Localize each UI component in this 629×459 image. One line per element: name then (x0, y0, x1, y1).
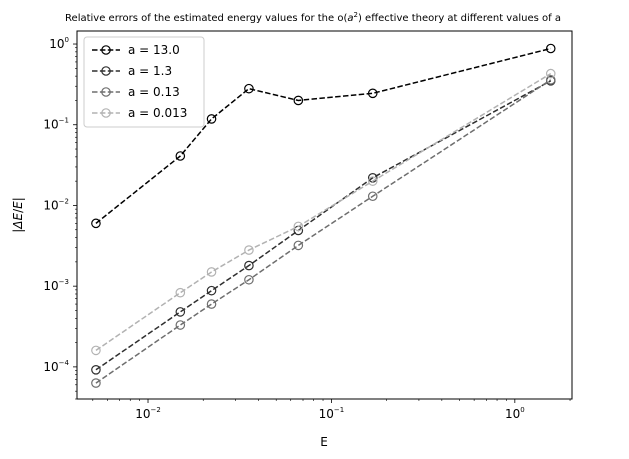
y-tick-label: 10−2 (43, 197, 69, 212)
y-axis-label: |ΔE/E| (11, 197, 25, 233)
series-4 (91, 68, 556, 356)
y-tick-label: 10−1 (43, 117, 69, 132)
x-tick-label-base: 10 (505, 407, 520, 421)
y-tick-label-base: 10 (43, 279, 58, 293)
data-point (293, 95, 304, 106)
y-tick-label-base: 10 (43, 360, 58, 374)
data-point (91, 218, 101, 229)
series-3 (91, 75, 556, 388)
data-point (206, 267, 217, 277)
x-tick-label-exp: −2 (150, 406, 160, 414)
data-point (367, 88, 378, 99)
data-point (175, 307, 186, 317)
y-tick-label-exp: −4 (59, 359, 70, 367)
data-point (175, 287, 186, 298)
legend-marker (101, 66, 111, 76)
data-point (293, 240, 304, 251)
legend-item: a = 0.13 (92, 85, 180, 99)
y-axis-label-delta: Δ (11, 221, 25, 230)
y-axis-label-slash: / (11, 208, 25, 213)
legend-item: a = 13.0 (92, 43, 180, 57)
series-line (95, 47, 551, 224)
y-tick-label-exp: −1 (59, 117, 69, 125)
y-tick-label-base: 10 (43, 118, 58, 132)
legend-item: a = 0.013 (92, 106, 187, 120)
data-point (293, 221, 304, 232)
y-axis-label-bar-right: | (11, 197, 25, 201)
y-tick-label-exp: 0 (65, 36, 69, 44)
y-tick-label: 100 (49, 36, 69, 51)
data-point (91, 345, 101, 356)
legend-frame (83, 36, 205, 128)
data-point (367, 191, 378, 202)
x-tick-label: 10−1 (319, 406, 345, 421)
legend-marker (101, 87, 111, 97)
x-tick-label-exp: −1 (334, 406, 344, 414)
series-line (95, 80, 552, 371)
data-point (175, 151, 186, 161)
x-axis-label: E (320, 435, 328, 449)
chart-title-suffix: ) effective theory at different values o… (358, 13, 561, 24)
chart-title: Relative errors of the estimated energy … (65, 11, 561, 24)
data-point (545, 68, 556, 79)
y-tick-label-base: 10 (49, 37, 64, 51)
legend-label: a = 0.013 (128, 106, 187, 120)
legend-marker (101, 45, 111, 55)
x-tick-label: 10−2 (135, 406, 161, 421)
y-tick-label-exp: −2 (59, 197, 69, 205)
data-point (244, 245, 254, 255)
data-point (545, 75, 556, 85)
x-axis: 10−2 10−1 100 (92, 399, 571, 421)
series-1 (91, 43, 556, 229)
legend-label: a = 13.0 (128, 43, 180, 57)
data-point (91, 378, 101, 388)
series-line (95, 79, 552, 384)
legend-label: a = 1.3 (128, 64, 172, 78)
x-tick-label: 100 (505, 406, 525, 421)
chart-title-prefix: Relative errors of the estimated energy … (65, 13, 347, 24)
legend-marker (101, 108, 111, 118)
y-tick-label: 10−3 (43, 278, 69, 293)
data-point (206, 285, 217, 296)
data-point (367, 176, 378, 186)
x-tick-label-base: 10 (319, 407, 334, 421)
data-point (91, 365, 101, 375)
data-point (545, 43, 556, 54)
y-axis-label-e2: E (11, 201, 25, 209)
y-axis-label-bar-left: | (11, 229, 25, 233)
y-tick-label-exp: −3 (59, 278, 69, 286)
series-2 (91, 76, 556, 375)
data-point (244, 260, 254, 271)
chart-title-a: a (347, 13, 353, 24)
x-tick-label-exp: 0 (520, 406, 524, 414)
y-axis-label-e1: E (11, 213, 25, 221)
y-tick-label: 10−4 (43, 359, 69, 374)
x-tick-label-base: 10 (135, 407, 150, 421)
y-tick-label-base: 10 (43, 198, 58, 212)
legend-label: a = 0.13 (128, 85, 180, 99)
series-layer (91, 43, 556, 388)
data-point (244, 83, 254, 94)
legend-item: a = 1.3 (92, 64, 172, 78)
chart-title-exp: 2 (354, 11, 358, 19)
data-point (206, 299, 217, 309)
legend: a = 13.0 a = 1.3 a = 0.13 a = 0.013 (83, 36, 205, 128)
series-line (95, 72, 552, 352)
data-point (175, 320, 186, 330)
data-point (206, 114, 217, 124)
data-point (244, 274, 254, 285)
